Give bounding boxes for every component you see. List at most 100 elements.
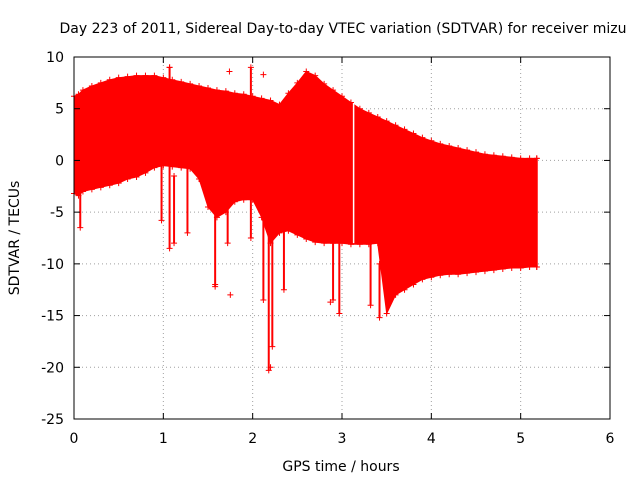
data-point-marker <box>392 291 399 298</box>
data-point-marker <box>205 203 211 210</box>
data-point-marker <box>419 276 426 283</box>
data-outlier <box>166 64 173 71</box>
data-outlier <box>267 364 274 371</box>
data-point-marker <box>437 272 444 279</box>
data-point-marker <box>312 72 319 79</box>
data-point-marker <box>222 88 229 95</box>
data-point-marker <box>75 91 82 98</box>
data-point-marker <box>77 178 84 185</box>
data-point-marker <box>428 137 435 144</box>
data-point-marker <box>124 176 131 183</box>
data-point-marker <box>224 188 231 195</box>
data-point-marker <box>464 270 471 277</box>
data-point-marker <box>187 80 194 87</box>
data-point-marker <box>280 219 287 226</box>
data-outlier <box>260 71 267 78</box>
data-point-marker <box>508 264 515 271</box>
data-outlier <box>227 291 234 298</box>
y-axis-label: SDTVAR / TECUs <box>7 181 23 296</box>
chart-title: Day 223 of 2011, Sidereal Day-to-day VTE… <box>60 21 627 37</box>
data-point-marker <box>133 72 140 79</box>
data-point-marker <box>336 310 343 317</box>
data-point-marker <box>196 82 203 89</box>
data-point-marker <box>410 281 417 288</box>
data-point-marker <box>294 231 301 238</box>
data-point-marker <box>517 264 524 271</box>
data-point-marker <box>367 302 374 309</box>
data-point-marker <box>383 118 390 125</box>
x-tick-label: 1 <box>159 431 168 447</box>
data-point-marker <box>88 82 95 89</box>
data-point-marker <box>356 105 363 112</box>
data-point-marker <box>374 113 381 120</box>
data-point-marker <box>526 263 533 270</box>
data-point-marker <box>247 64 254 71</box>
data-point-marker <box>517 155 524 162</box>
y-tick-label: -20 <box>41 360 64 376</box>
data-point-marker <box>321 80 328 87</box>
data-point-marker <box>260 297 267 304</box>
data-outlier <box>212 281 219 288</box>
data-point-marker <box>339 93 345 100</box>
data-point-marker <box>276 229 283 236</box>
data-point-marker <box>437 140 444 147</box>
data-point-marker <box>178 78 185 85</box>
x-tick-label: 0 <box>70 431 79 447</box>
data-point-marker <box>303 236 310 243</box>
data-point-marker <box>240 91 247 98</box>
data-outlier <box>226 68 233 75</box>
data-point-marker <box>142 169 149 176</box>
data-point-marker <box>533 155 540 162</box>
data-point-marker <box>330 87 337 94</box>
data-point-marker <box>258 95 265 102</box>
data-point-marker <box>490 152 497 159</box>
data-point-marker <box>455 145 462 152</box>
data-point-marker <box>151 72 158 79</box>
y-tick-label: -5 <box>50 205 64 221</box>
data-point-marker <box>473 269 479 276</box>
data-point-marker <box>115 180 122 187</box>
data-point-marker <box>321 240 328 247</box>
data-point-marker <box>171 172 178 179</box>
data-point-marker <box>455 271 462 278</box>
data-point-marker <box>499 153 506 160</box>
data-point-marker <box>446 142 453 149</box>
data-point-marker <box>392 122 399 129</box>
data-point-marker <box>106 182 113 189</box>
y-tick-label: 0 <box>55 153 64 169</box>
data-point-marker <box>490 267 497 274</box>
data-point-marker <box>231 90 238 97</box>
data-point-marker <box>280 286 287 293</box>
data-point-marker <box>499 266 506 273</box>
axis-ticks: 0 1 2 3 4 5 6 10 5 0 -5 -10 -15 -20 -25 <box>41 50 614 447</box>
data-point-marker <box>347 99 354 106</box>
data-point-marker <box>312 239 319 246</box>
data-point-marker <box>330 240 337 247</box>
data-point-marker <box>294 79 301 86</box>
data-point-marker <box>224 240 231 247</box>
data-point-marker <box>419 134 426 141</box>
data-point-marker <box>115 74 122 81</box>
data-point-marker <box>158 147 165 154</box>
data-point-marker <box>464 147 471 154</box>
data-point-marker <box>508 154 515 161</box>
data-point-marker <box>77 224 84 231</box>
data-point-marker <box>142 72 149 79</box>
data-point-marker <box>376 314 383 321</box>
x-tick-label: 5 <box>516 431 525 447</box>
data-outlier <box>327 299 334 306</box>
data-point-marker <box>473 149 479 156</box>
data-point-marker <box>265 367 272 374</box>
data-point-marker <box>212 188 219 195</box>
data-series <box>71 64 540 374</box>
data-point-marker <box>410 130 417 137</box>
data-point-marker <box>158 217 165 224</box>
data-point-marker <box>133 173 140 180</box>
data-point-marker <box>88 186 95 193</box>
data-point-marker <box>481 151 488 158</box>
data-point-marker <box>285 227 292 234</box>
data-point-marker <box>79 87 86 94</box>
x-tick-label: 6 <box>606 431 615 447</box>
data-point-marker <box>374 240 381 247</box>
